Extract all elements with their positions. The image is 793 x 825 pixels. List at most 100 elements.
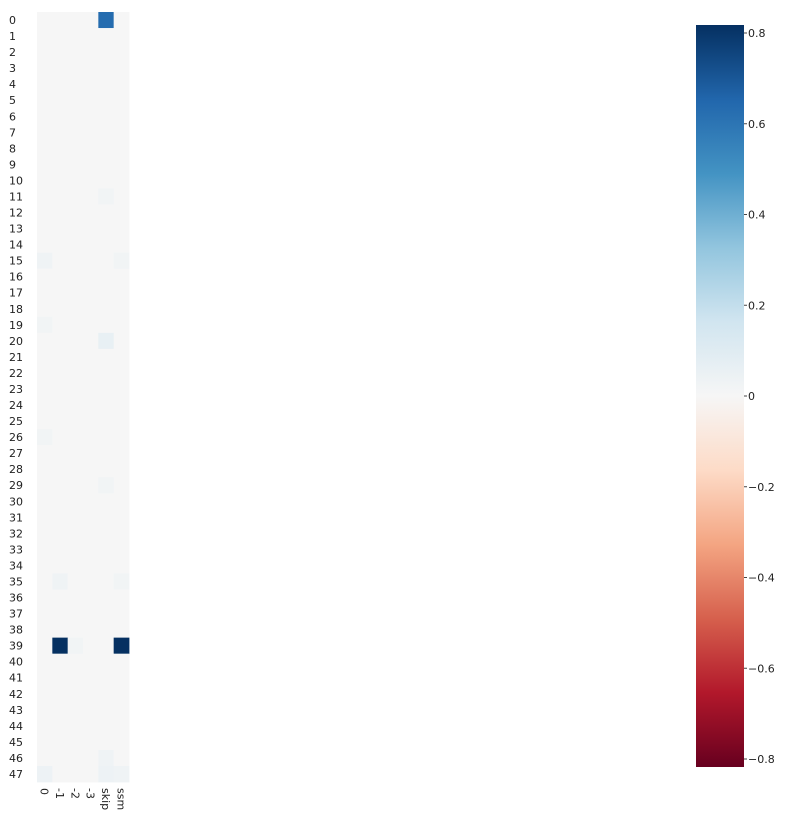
y-tick-label: 18 bbox=[9, 303, 23, 316]
heatmap-cell bbox=[67, 685, 84, 703]
heatmap-cell bbox=[113, 733, 130, 751]
heatmap-cell bbox=[52, 220, 69, 237]
heatmap-cell bbox=[83, 397, 99, 414]
y-tick-label: 9 bbox=[9, 158, 16, 171]
heatmap-cell bbox=[67, 12, 84, 29]
heatmap-cell bbox=[37, 637, 53, 655]
x-tick-label: ssm bbox=[114, 788, 127, 810]
heatmap-cell bbox=[52, 637, 69, 655]
heatmap-cell bbox=[67, 332, 84, 350]
heatmap-cell bbox=[37, 589, 53, 606]
colorbar-tick-label: 0.4 bbox=[748, 209, 766, 222]
y-tick-label: 34 bbox=[9, 559, 23, 572]
heatmap-cell bbox=[37, 28, 53, 45]
heatmap-cell bbox=[113, 12, 130, 29]
heatmap-cell bbox=[98, 669, 115, 687]
heatmap-cell bbox=[52, 108, 69, 125]
heatmap-cell bbox=[113, 28, 130, 45]
y-tick-label: 40 bbox=[9, 656, 23, 669]
heatmap-cell bbox=[83, 28, 99, 45]
heatmap-cell bbox=[52, 364, 69, 382]
heatmap-cell bbox=[67, 380, 84, 398]
heatmap-cell bbox=[67, 413, 84, 430]
heatmap-cell bbox=[113, 316, 130, 334]
heatmap-cell bbox=[113, 44, 130, 61]
y-tick-label: 38 bbox=[9, 624, 23, 637]
heatmap-cell bbox=[113, 685, 130, 703]
heatmap-cell bbox=[83, 509, 99, 526]
heatmap-cell bbox=[98, 92, 115, 109]
heatmap-cell bbox=[113, 717, 130, 735]
heatmap-cell bbox=[37, 765, 53, 783]
heatmap-cell bbox=[98, 28, 115, 45]
y-tick-label: 2 bbox=[9, 46, 16, 59]
heatmap-cell bbox=[98, 204, 115, 221]
heatmap-cell bbox=[113, 653, 130, 671]
heatmap-cell bbox=[37, 717, 53, 735]
heatmap-cell bbox=[52, 172, 69, 189]
heatmap-cell bbox=[52, 605, 69, 622]
heatmap-cell bbox=[52, 573, 69, 590]
heatmap-cell bbox=[83, 380, 99, 398]
heatmap-cell bbox=[37, 380, 53, 398]
y-axis-tick-labels: 0123456789101112131415161718192021222324… bbox=[9, 14, 23, 781]
heatmap-cell bbox=[37, 669, 53, 687]
y-tick-label: 5 bbox=[9, 94, 16, 107]
heatmap-cell bbox=[37, 445, 53, 462]
heatmap-cell bbox=[113, 124, 130, 141]
heatmap-cell bbox=[98, 701, 115, 719]
colorbar-tick-label: 0.8 bbox=[748, 27, 766, 40]
heatmap-cell bbox=[83, 252, 99, 270]
heatmap-cell bbox=[83, 413, 99, 430]
y-tick-label: 13 bbox=[9, 223, 23, 236]
y-tick-label: 26 bbox=[9, 431, 23, 444]
y-tick-label: 35 bbox=[9, 575, 23, 588]
heatmap-cell bbox=[83, 220, 99, 237]
heatmap-cell bbox=[98, 589, 115, 606]
heatmap-cell bbox=[98, 348, 115, 366]
heatmap-cell bbox=[37, 44, 53, 61]
heatmap-cell bbox=[67, 509, 84, 526]
heatmap-cell bbox=[98, 44, 115, 61]
y-tick-label: 27 bbox=[9, 447, 23, 460]
heatmap-cell bbox=[98, 493, 115, 510]
heatmap-cell bbox=[37, 140, 53, 157]
heatmap-cell bbox=[98, 236, 115, 254]
heatmap-cell bbox=[98, 477, 115, 494]
heatmap-cell bbox=[37, 300, 53, 318]
heatmap-cell bbox=[113, 701, 130, 719]
y-tick-label: 47 bbox=[9, 768, 23, 781]
colorbar-tick-label: −0.8 bbox=[748, 753, 775, 766]
heatmap-cell bbox=[67, 397, 84, 414]
heatmap-cell bbox=[98, 108, 115, 125]
heatmap-cell bbox=[98, 332, 115, 350]
y-tick-label: 12 bbox=[9, 207, 23, 220]
heatmap-cell bbox=[83, 284, 99, 302]
heatmap-cell bbox=[37, 461, 53, 478]
heatmap-cell bbox=[37, 332, 53, 350]
heatmap-cell bbox=[113, 172, 130, 189]
x-tick-label: 0 bbox=[38, 788, 51, 795]
heatmap-cell bbox=[113, 445, 130, 462]
y-tick-label: 8 bbox=[9, 142, 16, 155]
y-tick-label: 4 bbox=[9, 78, 16, 91]
heatmap-cell bbox=[37, 685, 53, 703]
heatmap-cell bbox=[37, 653, 53, 671]
heatmap-cell bbox=[83, 493, 99, 510]
heatmap-cell bbox=[113, 236, 130, 254]
heatmap-cell bbox=[67, 621, 84, 639]
heatmap-cell bbox=[113, 509, 130, 526]
heatmap-cell bbox=[52, 765, 69, 783]
heatmap-cell bbox=[37, 252, 53, 270]
heatmap-cell bbox=[37, 493, 53, 510]
heatmap-cell bbox=[67, 557, 84, 574]
y-tick-label: 1 bbox=[9, 30, 16, 43]
heatmap-cell bbox=[98, 188, 115, 205]
heatmap-cell bbox=[113, 300, 130, 318]
colorbar-tick-label: 0 bbox=[748, 390, 755, 403]
heatmap-cell bbox=[52, 300, 69, 318]
heatmap-cell bbox=[52, 44, 69, 61]
heatmap-cell bbox=[52, 621, 69, 639]
y-tick-label: 44 bbox=[9, 720, 23, 733]
heatmap-cell bbox=[98, 364, 115, 382]
